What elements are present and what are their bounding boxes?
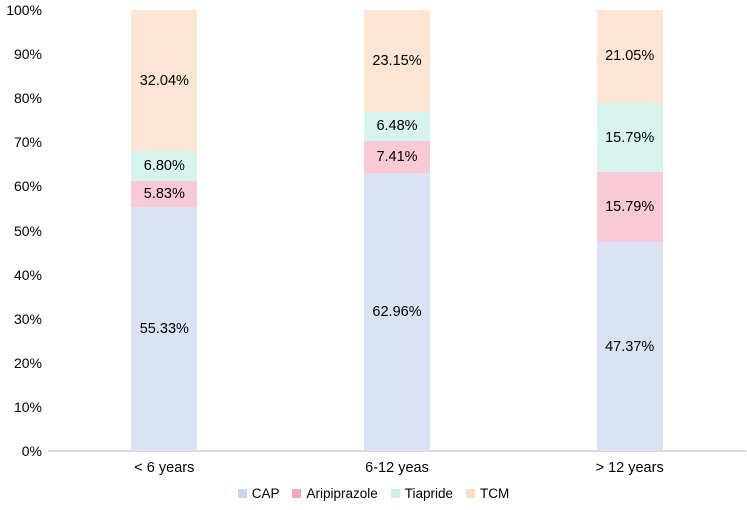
legend-label: Tiapride (404, 485, 454, 501)
y-tick-label: 70% (13, 134, 42, 151)
bar-segment-cap: 55.33% (131, 206, 198, 451)
legend-item-tcm: TCM (466, 486, 509, 501)
segment-data-label: 7.41% (376, 148, 418, 165)
legend-marker-icon (292, 488, 302, 498)
legend-label: CAP (251, 485, 280, 501)
legend-item-tiapride: Tiapride (390, 485, 454, 501)
bar-segment-aripiprazole: 7.41% (364, 140, 430, 174)
y-tick-label: 90% (13, 46, 42, 63)
segment-data-label: 15.79% (605, 199, 655, 216)
bar-segment-tcm: 32.04% (131, 10, 198, 152)
legend: CAP Aripiprazole Tiapride TCM (0, 484, 747, 502)
y-tick-label: 30% (13, 310, 42, 327)
category-label: 6-12 yeas (365, 460, 429, 476)
segment-data-label: 5.83% (143, 186, 185, 203)
segment-data-label: 6.48% (376, 118, 418, 135)
category-label: > 12 years (595, 460, 664, 476)
legend-marker-icon (390, 488, 400, 498)
y-tick-label: 0% (21, 443, 42, 459)
segment-data-label: 32.04% (139, 72, 189, 89)
y-tick-label: 10% (13, 398, 42, 415)
legend-marker-icon (237, 488, 247, 498)
category-label: < 6 years (134, 460, 195, 476)
x-axis-line (48, 450, 746, 452)
y-tick-label: 80% (13, 90, 42, 107)
y-tick-label: 50% (13, 222, 42, 239)
bar-segment-tiapride: 6.80% (131, 151, 198, 182)
segment-data-label: 15.79% (605, 129, 655, 146)
segment-data-label: 23.15% (372, 53, 422, 70)
y-tick-label: 100% (6, 2, 42, 18)
legend-item-cap: CAP (237, 485, 280, 501)
bar-segment-cap: 47.37% (596, 242, 663, 451)
y-tick-label: 20% (13, 354, 42, 371)
bar-segment-tcm: 23.15% (364, 10, 430, 113)
bar-segment-tiapride: 15.79% (596, 102, 663, 173)
bar-segment-cap: 62.96% (364, 173, 430, 451)
segment-data-label: 21.05% (605, 48, 655, 65)
legend-marker-icon (466, 488, 476, 498)
bar-segment-aripiprazole: 5.83% (131, 181, 198, 207)
bar-1: 32.04% 6.80% 5.83% 55.33% (131, 10, 198, 451)
segment-data-label: 62.96% (372, 304, 422, 321)
bar-segment-aripiprazole: 15.79% (596, 172, 663, 243)
y-tick-label: 60% (13, 178, 42, 195)
segment-data-label: 55.33% (139, 320, 189, 337)
legend-label: TCM (480, 485, 510, 501)
bar-3: 21.05% 15.79% 15.79% 47.37% (596, 10, 663, 451)
segment-data-label: 47.37% (605, 338, 655, 355)
legend-label: Aripiprazole (306, 485, 378, 501)
bar-segment-tiapride: 6.48% (364, 112, 430, 141)
bar-2: 23.15% 6.48% 7.41% 62.96% (364, 10, 430, 451)
bar-segment-tcm: 21.05% (596, 10, 663, 103)
legend-item-aripiprazole: Aripiprazole (292, 485, 378, 501)
segment-data-label: 6.80% (143, 158, 185, 175)
y-tick-label: 40% (13, 266, 42, 283)
